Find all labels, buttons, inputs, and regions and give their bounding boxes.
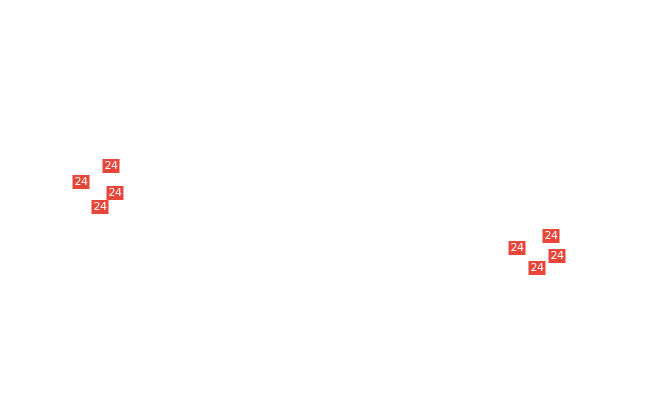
count-badge[interactable]: 24	[508, 241, 526, 255]
count-badge[interactable]: 24	[72, 175, 90, 189]
count-badge[interactable]: 24	[91, 200, 109, 214]
count-badge[interactable]: 24	[548, 249, 566, 263]
count-badge[interactable]: 24	[528, 261, 546, 275]
count-badge[interactable]: 24	[542, 229, 560, 243]
count-badge[interactable]: 24	[106, 186, 124, 200]
count-badge[interactable]: 24	[102, 159, 120, 173]
